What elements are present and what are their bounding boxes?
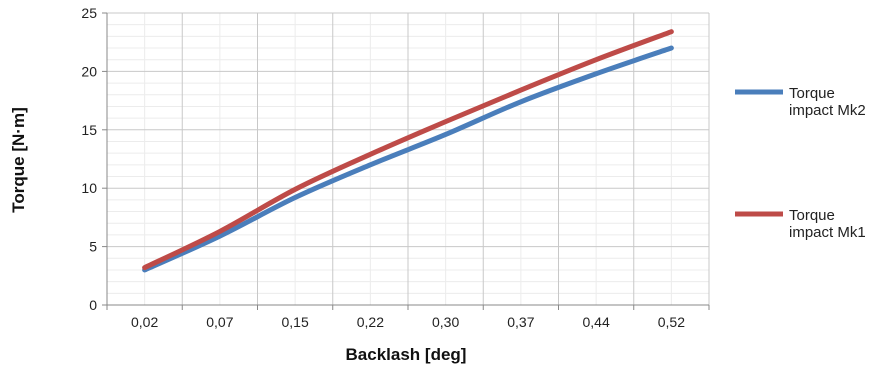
tick-labels: 0 5 10 15 20 25 0,02 0,07 0,15 0,22 0,30 0,37 0,44 0,… bbox=[81, 5, 685, 330]
grid bbox=[107, 12, 710, 305]
legend-label-mk1-line1: Torque bbox=[789, 207, 835, 224]
legend-label-mk2-line1: Torque bbox=[789, 85, 835, 102]
y-tick-label: 25 bbox=[81, 5, 97, 21]
legend-label-mk2-line2: impact Mk2 bbox=[789, 102, 866, 119]
y-tick-label: 20 bbox=[81, 63, 97, 79]
x-tick-label: 0,22 bbox=[357, 314, 384, 330]
x-tick-label: 0,30 bbox=[432, 314, 459, 330]
x-tick-label: 0,02 bbox=[131, 314, 158, 330]
y-tick-label: 15 bbox=[81, 122, 97, 138]
legend-entry-mk1: Torque impact Mk1 bbox=[735, 207, 866, 241]
x-tick-label: 0,07 bbox=[206, 314, 233, 330]
y-tick-label: 5 bbox=[89, 239, 97, 255]
x-tick-label: 0,37 bbox=[507, 314, 534, 330]
y-tick-label: 0 bbox=[89, 297, 97, 313]
series-line-mk2 bbox=[142, 45, 674, 273]
legend-entry-mk2: Torque impact Mk2 bbox=[735, 85, 866, 119]
y-tick-label: 10 bbox=[81, 180, 97, 196]
y-axis-title: Torque [N·m] bbox=[9, 107, 28, 212]
series-lines bbox=[142, 29, 674, 273]
axes bbox=[102, 12, 710, 310]
x-tick-label: 0,15 bbox=[282, 314, 309, 330]
x-tick-label: 0,44 bbox=[583, 314, 610, 330]
legend: Torque impact Mk2 Torque impact Mk1 bbox=[735, 85, 866, 241]
x-tick-label: 0,52 bbox=[658, 314, 685, 330]
x-axis-title: Backlash [deg] bbox=[346, 345, 467, 364]
legend-label-mk1-line2: impact Mk1 bbox=[789, 224, 866, 241]
series-line-mk1 bbox=[142, 29, 674, 271]
